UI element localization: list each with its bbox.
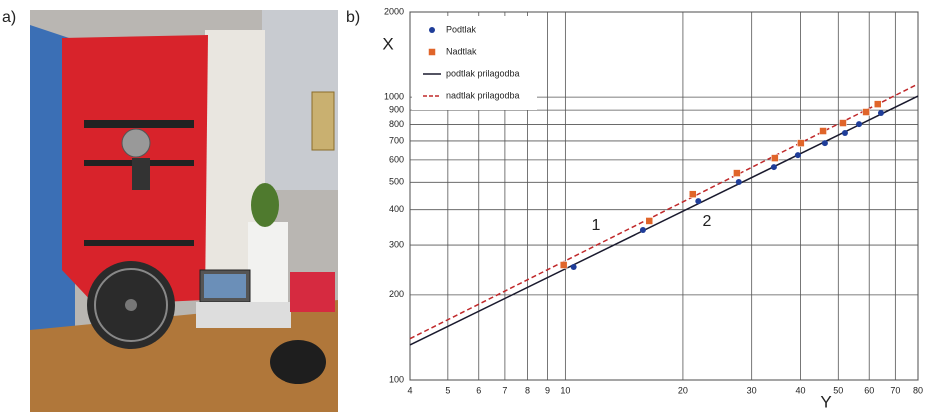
y-tick-label: 200 xyxy=(389,289,404,299)
x-tick-label: 10 xyxy=(560,385,570,395)
x-tick-label: 7 xyxy=(502,385,507,395)
point xyxy=(877,109,884,116)
panel-label: b) xyxy=(346,9,360,26)
x-tick-label: 30 xyxy=(747,385,757,395)
point xyxy=(821,140,828,147)
point xyxy=(733,169,741,177)
point xyxy=(695,198,702,205)
x-tick-label: 80 xyxy=(913,385,923,395)
legend-label: Podtlak xyxy=(446,24,477,34)
x-tick-label: 5 xyxy=(445,385,450,395)
manometer xyxy=(132,158,150,190)
point xyxy=(689,190,697,198)
point xyxy=(794,152,801,159)
y-tick-label: 1000 xyxy=(384,92,404,102)
cable-reel xyxy=(270,340,326,384)
x-tick-label: 50 xyxy=(833,385,843,395)
fan-guard xyxy=(94,268,168,342)
point xyxy=(841,129,848,136)
legend-label: Nadtlak xyxy=(446,46,477,56)
fit-line xyxy=(409,95,919,346)
y-tick-label: 300 xyxy=(389,239,404,249)
legend-marker xyxy=(428,48,436,56)
point xyxy=(856,121,863,128)
strap xyxy=(84,240,194,246)
y-tick-label: 900 xyxy=(389,104,404,114)
picture-frame xyxy=(311,91,335,151)
fan-hub xyxy=(125,299,137,311)
photo xyxy=(30,10,338,412)
point xyxy=(874,100,882,108)
point xyxy=(770,164,777,171)
legend-label: nadtlak prilagodba xyxy=(446,90,520,100)
annotation: 2 xyxy=(703,213,712,230)
x-tick-label: 40 xyxy=(795,385,805,395)
point xyxy=(645,217,654,225)
fit-line xyxy=(409,83,919,340)
gauge-fan xyxy=(121,128,151,158)
x-tick-label: 60 xyxy=(864,385,874,395)
point xyxy=(862,108,870,116)
point xyxy=(639,227,646,234)
y-tick-label: 2000 xyxy=(384,6,404,16)
x-tick-label: 6 xyxy=(476,385,481,395)
panel-label: a) xyxy=(2,9,16,26)
chart: 4 5 6 7 8 9 10 20 30 40 50 60 70 80 100 200 300 400 500 600… xyxy=(382,6,923,411)
point xyxy=(570,263,577,270)
y-axis-label: X xyxy=(382,34,393,53)
x-tick-label: 20 xyxy=(678,385,688,395)
x-tick-label: 9 xyxy=(545,385,550,395)
plant xyxy=(251,183,279,227)
x-tick-label: 4 xyxy=(407,385,412,395)
table xyxy=(196,302,291,328)
cabinet xyxy=(248,222,288,312)
y-tick-label: 100 xyxy=(389,374,404,384)
legend-marker xyxy=(429,27,435,33)
y-tick-label: 800 xyxy=(389,119,404,129)
x-tick-label: 70 xyxy=(890,385,900,395)
point xyxy=(559,261,568,269)
point xyxy=(797,139,805,147)
y-tick-label: 700 xyxy=(389,135,404,145)
point xyxy=(819,127,827,135)
strap xyxy=(84,120,194,128)
legend-label: podtlak prilagodba xyxy=(446,68,520,78)
y-tick-label: 400 xyxy=(389,204,404,214)
point xyxy=(771,154,779,162)
annotation: 1 xyxy=(592,217,601,234)
y-tick-label: 600 xyxy=(389,154,404,164)
x-axis-label: Y xyxy=(820,392,831,411)
legend: Podtlak Nadtlak podtlak prilagodba nadtlak … xyxy=(412,16,537,110)
y-tick-label: 500 xyxy=(389,177,404,187)
point xyxy=(735,179,742,186)
laptop-screen xyxy=(204,274,246,298)
point xyxy=(839,119,847,127)
basket xyxy=(290,272,335,312)
x-tick-label: 8 xyxy=(525,385,530,395)
